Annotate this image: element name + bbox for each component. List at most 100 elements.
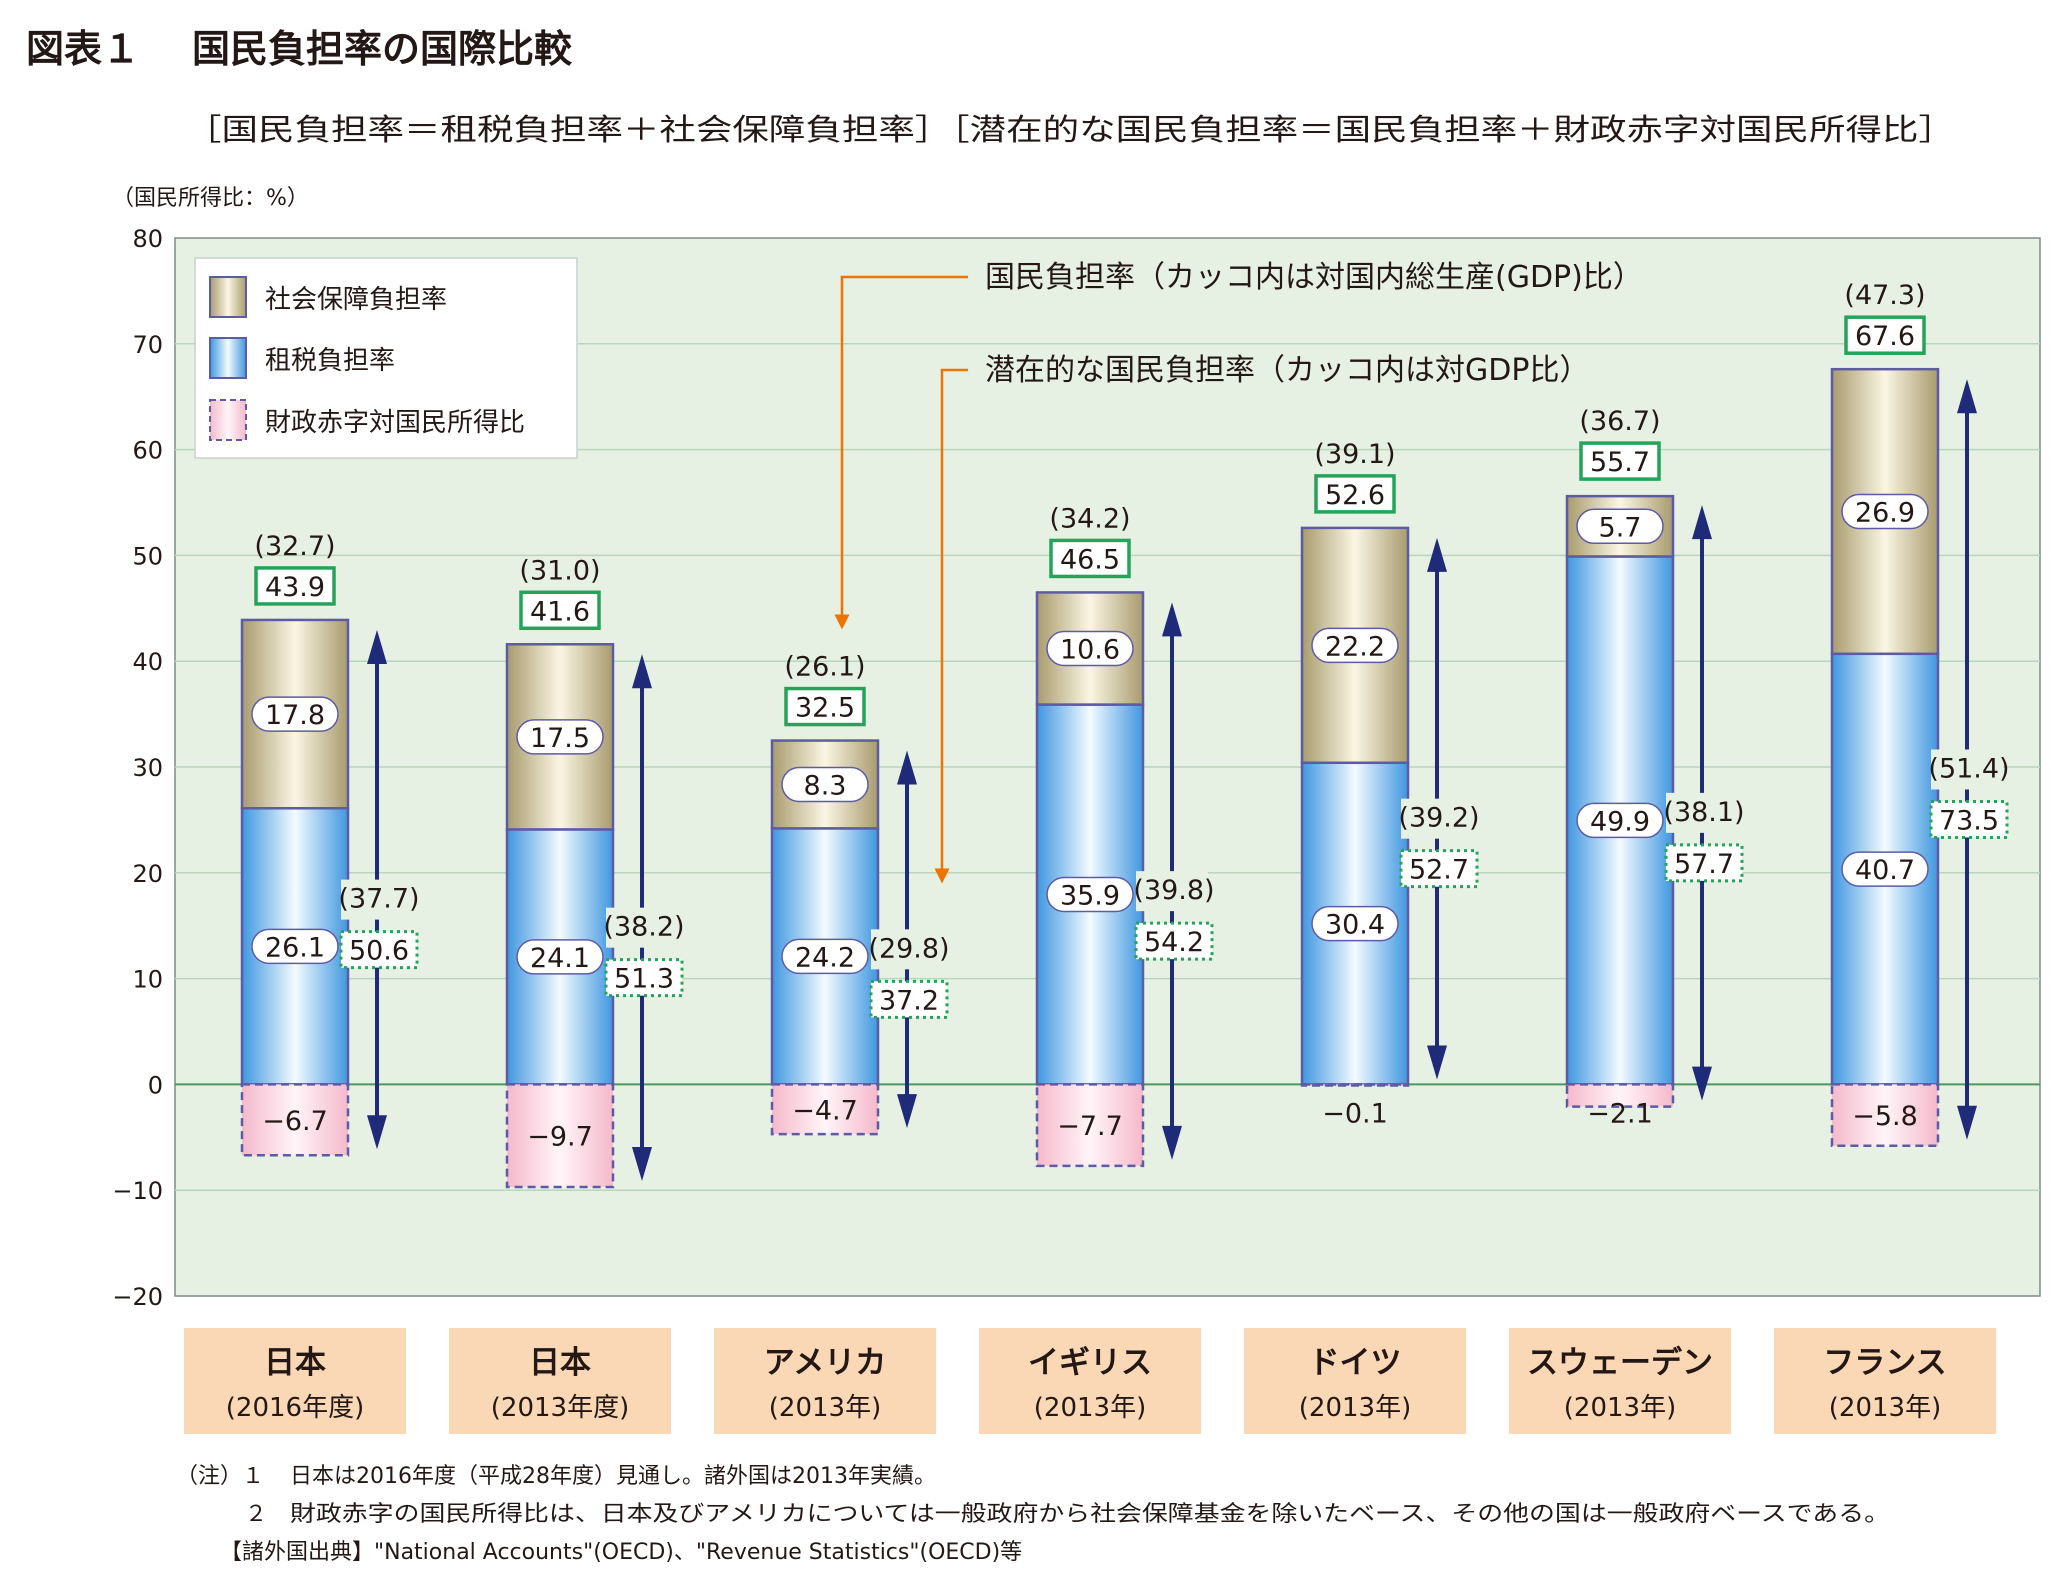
value-label-social-pill: [251, 696, 339, 732]
bars: 26.1 17.8 −6.7 43.9 (32.7) (37.7) 50.6 24.1 17.5…: [240, 280, 2010, 1189]
y-tick-label: 80: [132, 225, 163, 253]
national-burden-label-box: [784, 686, 866, 727]
chart-subtitle: ［国民負担率＝租税負担率＋社会保障負担率］［潜在的な国民負担率＝国民負担率＋財政…: [185, 113, 1955, 148]
chart-title: 国民負担率の国際比較: [192, 27, 573, 71]
potential-burden-gdp-label: (37.7): [338, 884, 419, 915]
value-label-social-pill: [1046, 630, 1134, 667]
arrow-head-down: [1957, 1105, 1977, 1140]
national-burden-label: 55.7: [1590, 447, 1650, 478]
category-label: スウェーデン (2013年): [1509, 1328, 1731, 1434]
bar-group: 24.2 8.3 −4.7 32.5 (26.1) (29.8) 37.2: [770, 652, 950, 1136]
value-label-deficit: −2.1: [1587, 1098, 1653, 1129]
y-axis-label: （国民所得比：%）: [112, 186, 309, 211]
national-burden-label-box: [1844, 315, 1926, 355]
potential-burden-label: 73.5: [1939, 805, 1999, 836]
arrow-head-down: [1162, 1125, 1182, 1160]
y-tick-label: −20: [112, 1283, 163, 1311]
potential-label-bg: [1136, 871, 1208, 912]
notes: （注）１ 日本は2016年度（平成28年度）見通し。諸外国は2013年実績。 ２…: [176, 1464, 1890, 1565]
potential-burden-label-box: [1664, 843, 1744, 883]
category-name: ドイツ: [1309, 1345, 1402, 1381]
legend-swatch-deficit: [209, 399, 247, 441]
category-labels: 日本 (2016年度) 日本 (2013年度) アメリカ (2013年) イギリス (2013…: [184, 1328, 1996, 1434]
potential-burden-label-box: [1399, 849, 1479, 889]
arrow-head-down: [1427, 1045, 1447, 1080]
category-label: 日本 (2016年度): [184, 1328, 406, 1434]
category-label: イギリス (2013年): [979, 1328, 1201, 1434]
legend: 社会保障負担率 租税負担率 財政赤字対国民所得比: [194, 257, 578, 459]
arrow-head-up: [1427, 537, 1447, 572]
value-label-tax-pill: [1576, 802, 1664, 839]
potential-burden-label: 51.3: [614, 964, 674, 995]
national-burden-gdp-label: (36.7): [1579, 406, 1660, 437]
y-tick-label: 70: [132, 331, 163, 359]
potential-burden-label-box: [604, 958, 684, 998]
value-label-deficit: −5.8: [1852, 1101, 1918, 1132]
category-box: [1244, 1328, 1466, 1434]
arrow-head-up: [367, 629, 387, 664]
annotation-national-burden: 国民負担率（カッコ内は対国内総生産(GDP)比）: [834, 260, 1643, 630]
value-label-social-pill: [516, 719, 604, 755]
value-label-social: 8.3: [804, 770, 847, 801]
value-label-social: 10.6: [1060, 635, 1120, 666]
category-period: (2016年度): [226, 1393, 364, 1423]
national-burden-label: 46.5: [1060, 544, 1120, 575]
y-tick-label: 40: [132, 648, 163, 676]
potential-burden-label: 57.7: [1674, 849, 1734, 880]
value-label-tax: 30.4: [1325, 910, 1385, 941]
category-box: [979, 1328, 1201, 1434]
category-box: [184, 1328, 406, 1434]
y-tick-label: 0: [148, 1071, 163, 1099]
legend-item-tax: 租税負担率: [209, 337, 395, 379]
category-period: (2013年): [1034, 1393, 1146, 1423]
bar-group: 26.1 17.8 −6.7 43.9 (32.7) (37.7) 50.6: [240, 531, 420, 1157]
bar-group: 40.7 26.9 −5.8 67.6 (47.3) (51.4) 73.5: [1830, 280, 2010, 1148]
value-label-social: 26.9: [1855, 497, 1915, 528]
potential-burden-gdp-label: (39.2): [1398, 803, 1479, 834]
potential-burden-label: 54.2: [1144, 927, 1204, 958]
y-tick-label: −10: [112, 1177, 163, 1205]
legend-label-tax: 租税負担率: [265, 346, 395, 376]
value-label-social: 22.2: [1325, 631, 1385, 662]
y-tick-label: 20: [132, 860, 163, 888]
bar-group: 35.9 10.6 −7.7 46.5 (34.2) (39.8) 54.2: [1035, 503, 1215, 1168]
arrow-head-down: [897, 1094, 917, 1129]
value-label-social-pill: [781, 766, 869, 803]
bar-deficit: [240, 1083, 350, 1157]
bar-deficit: [770, 1083, 880, 1136]
potential-burden-label-box: [1929, 799, 2009, 839]
value-label-deficit: −7.7: [1057, 1111, 1123, 1142]
potential-label-bg: [1931, 749, 2003, 790]
national-burden-label: 52.6: [1325, 480, 1385, 511]
value-label-tax: 35.9: [1060, 880, 1120, 911]
national-burden-gdp-label: (26.1): [784, 652, 865, 683]
potential-label-bg: [1666, 792, 1738, 833]
value-label-social: 17.5: [530, 723, 590, 754]
y-tick-label: 50: [132, 542, 163, 570]
category-name: 日本: [529, 1345, 591, 1381]
national-burden-gdp-label: (31.0): [519, 555, 600, 586]
note-2-prefix: ２: [245, 1502, 267, 1527]
value-label-tax: 24.2: [795, 942, 855, 973]
national-burden-gdp-label: (34.2): [1049, 503, 1130, 534]
value-label-tax-pill: [516, 939, 604, 975]
potential-label-bg: [871, 929, 943, 970]
value-label-social-pill: [1841, 493, 1929, 530]
y-tick-label: 10: [132, 966, 163, 994]
category-period: (2013年): [769, 1393, 881, 1423]
value-label-tax: 26.1: [265, 932, 325, 963]
national-burden-gdp-label: (47.3): [1844, 280, 1925, 311]
bar-deficit: [1300, 1083, 1410, 1087]
category-period: (2013年度): [491, 1393, 629, 1423]
value-label-tax-pill: [251, 928, 339, 965]
potential-burden-gdp-label: (38.1): [1663, 797, 1744, 828]
arrow-head-up: [632, 654, 652, 689]
value-label-tax: 49.9: [1590, 806, 1650, 837]
category-box: [449, 1328, 671, 1434]
potential-burden-gdp-label: (51.4): [1928, 753, 2009, 784]
annotation-leader-1: [834, 275, 968, 630]
category-name: フランス: [1823, 1345, 1946, 1381]
category-name: アメリカ: [764, 1345, 886, 1381]
potential-burden-label: 52.7: [1409, 855, 1469, 886]
bar-group: 30.4 22.2 −0.1 52.6 (39.1) (39.2) 52.7: [1300, 439, 1480, 1129]
